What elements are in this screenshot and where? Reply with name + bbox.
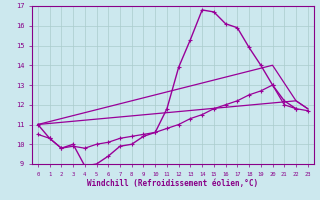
X-axis label: Windchill (Refroidissement éolien,°C): Windchill (Refroidissement éolien,°C) — [87, 179, 258, 188]
